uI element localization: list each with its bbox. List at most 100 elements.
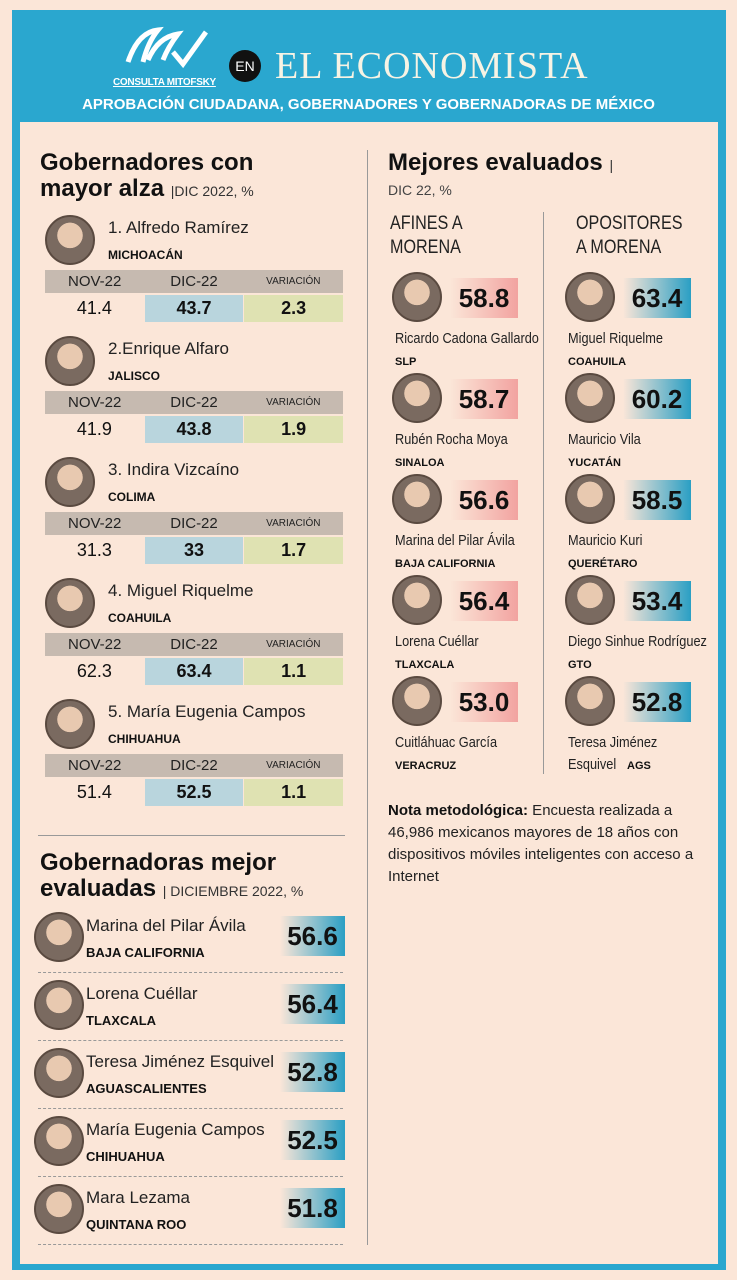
col-dic: DIC-22 (144, 512, 244, 535)
score-box: 53.0 (450, 682, 518, 722)
governor-name: Rubén Rocha Moya (395, 431, 508, 448)
governor-name: Lorena Cuéllar (395, 633, 479, 650)
avatar (392, 676, 442, 726)
score-box: 56.4 (450, 581, 518, 621)
avatar (34, 912, 84, 962)
score-box: 58.5 (623, 480, 691, 520)
governor-state: SLP (395, 356, 417, 368)
governor-name: Miguel Riquelme (568, 330, 663, 347)
approval-table: NOV-22 DIC-22 VARIACIÓN 51.4 52.5 1.1 (45, 754, 344, 806)
governor-state: COLIMA (108, 490, 156, 504)
avatar (34, 980, 84, 1030)
nov-value: 41.4 (76, 298, 112, 318)
gobernadora-name: Teresa Jiménez Esquivel (86, 1052, 275, 1071)
col-var: VARIACIÓN (243, 754, 343, 777)
approval-table: NOV-22 DIC-22 VARIACIÓN 41.9 43.8 1.9 (45, 391, 344, 443)
score-box: 52.8 (623, 682, 691, 722)
col-dic: DIC-22 (144, 754, 244, 777)
governor-state: QUERÉTARO (568, 558, 638, 570)
var-value: 1.1 (244, 779, 344, 806)
score-box: 63.4 (623, 278, 691, 318)
col-var: VARIACIÓN (243, 633, 343, 656)
gobernadora-state: TLAXCALA (86, 1013, 157, 1028)
mitofsky-logo-icon (125, 26, 208, 69)
avatar (45, 215, 95, 265)
dotted-separator (38, 1040, 343, 1041)
var-value: 1.9 (244, 416, 344, 443)
gobernadora-state: CHIHUAHUA (86, 1149, 165, 1164)
col-dic: DIC-22 (144, 391, 244, 414)
divider (38, 835, 345, 836)
governor-name-line2: Esquivel (568, 756, 617, 773)
governor-name: Mauricio Vila (568, 431, 641, 448)
var-value: 1.1 (244, 658, 344, 685)
approval-table: NOV-22 DIC-22 VARIACIÓN 41.4 43.7 2.3 (45, 270, 344, 322)
avatar (34, 1116, 84, 1166)
governor-state: VERACRUZ (395, 760, 457, 772)
governor-state: JALISCO (108, 369, 161, 383)
avatar (34, 1048, 84, 1098)
col-var: VARIACIÓN (243, 512, 343, 535)
score-box: 53.4 (623, 581, 691, 621)
gobernadora-state: AGUASCALIENTES (86, 1081, 207, 1096)
col-var: VARIACIÓN (243, 270, 343, 293)
gobernadoras-title: Gobernadoras mejor evaluadas | DICIEMBRE … (40, 849, 304, 902)
gobernadora-state: QUINTANA ROO (86, 1217, 187, 1232)
var-value: 2.3 (244, 295, 344, 322)
dotted-separator (38, 1108, 343, 1109)
governor-state: GTO (568, 659, 592, 671)
score-box: 60.2 (623, 379, 691, 419)
score-box: 56.4 (280, 984, 345, 1024)
governor-name: Cuitláhuac García (395, 734, 498, 751)
col-var: VARIACIÓN (243, 391, 343, 414)
col-dic: DIC-22 (144, 270, 244, 293)
governor-state: YUCATÁN (568, 457, 621, 469)
nov-value: 41.9 (76, 419, 112, 439)
governor-name: Teresa Jiménez (568, 734, 658, 751)
governor-name: 1. Alfredo Ramírez (108, 218, 249, 237)
nov-value: 62.3 (76, 661, 112, 681)
afines-heading: AFINES A MORENA (390, 213, 463, 258)
avatar (565, 474, 615, 524)
governor-name: Ricardo Cadona Gallardo (395, 330, 539, 347)
col-nov: NOV-22 (45, 633, 145, 656)
en-badge: EN (229, 50, 261, 82)
col-nov: NOV-22 (45, 512, 145, 535)
score-box: 58.7 (450, 379, 518, 419)
mejores-period: DIC 22, % (388, 182, 452, 198)
nov-value: 51.4 (76, 782, 112, 802)
score-box: 52.5 (280, 1120, 345, 1160)
approval-table: NOV-22 DIC-22 VARIACIÓN 31.3 33 1.7 (45, 512, 344, 564)
score-box: 56.6 (450, 480, 518, 520)
mejores-title: Mejores evaluados | (388, 149, 614, 176)
col-dic: DIC-22 (144, 633, 244, 656)
score-box: 58.8 (450, 278, 518, 318)
column-divider (367, 150, 368, 1245)
avatar (392, 474, 442, 524)
opositores-heading: OPOSITORES A MORENA (576, 213, 683, 258)
subtitle: APROBACIÓN CIUDADANA, GOBERNADORES Y GOB… (82, 96, 655, 113)
avatar (45, 457, 95, 507)
avatar (565, 575, 615, 625)
dotted-separator (38, 1244, 343, 1245)
governor-state: AGS (627, 760, 651, 772)
avatar (45, 578, 95, 628)
governor-state: TLAXCALA (395, 659, 455, 671)
score-box: 52.8 (280, 1052, 345, 1092)
governor-name: Marina del Pilar Ávila (395, 532, 515, 549)
governor-name: 3. Indira Vizcaíno (108, 460, 240, 479)
avatar (565, 676, 615, 726)
gobernadora-name: María Eugenia Campos (86, 1120, 265, 1139)
governor-state: BAJA CALIFORNIA (395, 558, 496, 570)
avatar (392, 272, 442, 322)
gobernadora-name: Mara Lezama (86, 1188, 190, 1207)
gobernadora-name: Marina del Pilar Ávila (86, 916, 246, 935)
dic-value: 43.7 (144, 295, 244, 322)
brand-title: EL ECONOMISTA (275, 45, 589, 87)
gobernadora-name: Lorena Cuéllar (86, 984, 198, 1003)
nov-value: 31.3 (76, 540, 112, 560)
avatar (565, 272, 615, 322)
col-nov: NOV-22 (45, 270, 145, 293)
governor-name: 4. Miguel Riquelme (108, 581, 254, 600)
avatar (392, 575, 442, 625)
